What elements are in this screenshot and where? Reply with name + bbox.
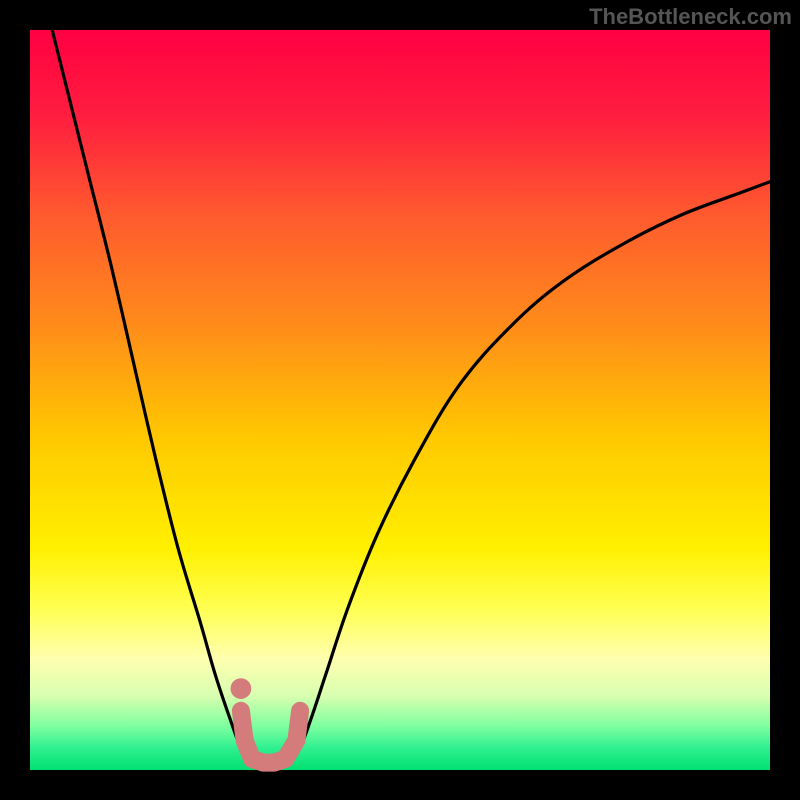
chart-container: TheBottleneck.com xyxy=(0,0,800,800)
highlight-marker-dot xyxy=(231,678,252,699)
watermark-text: TheBottleneck.com xyxy=(589,4,792,30)
bottleneck-chart xyxy=(0,0,800,800)
